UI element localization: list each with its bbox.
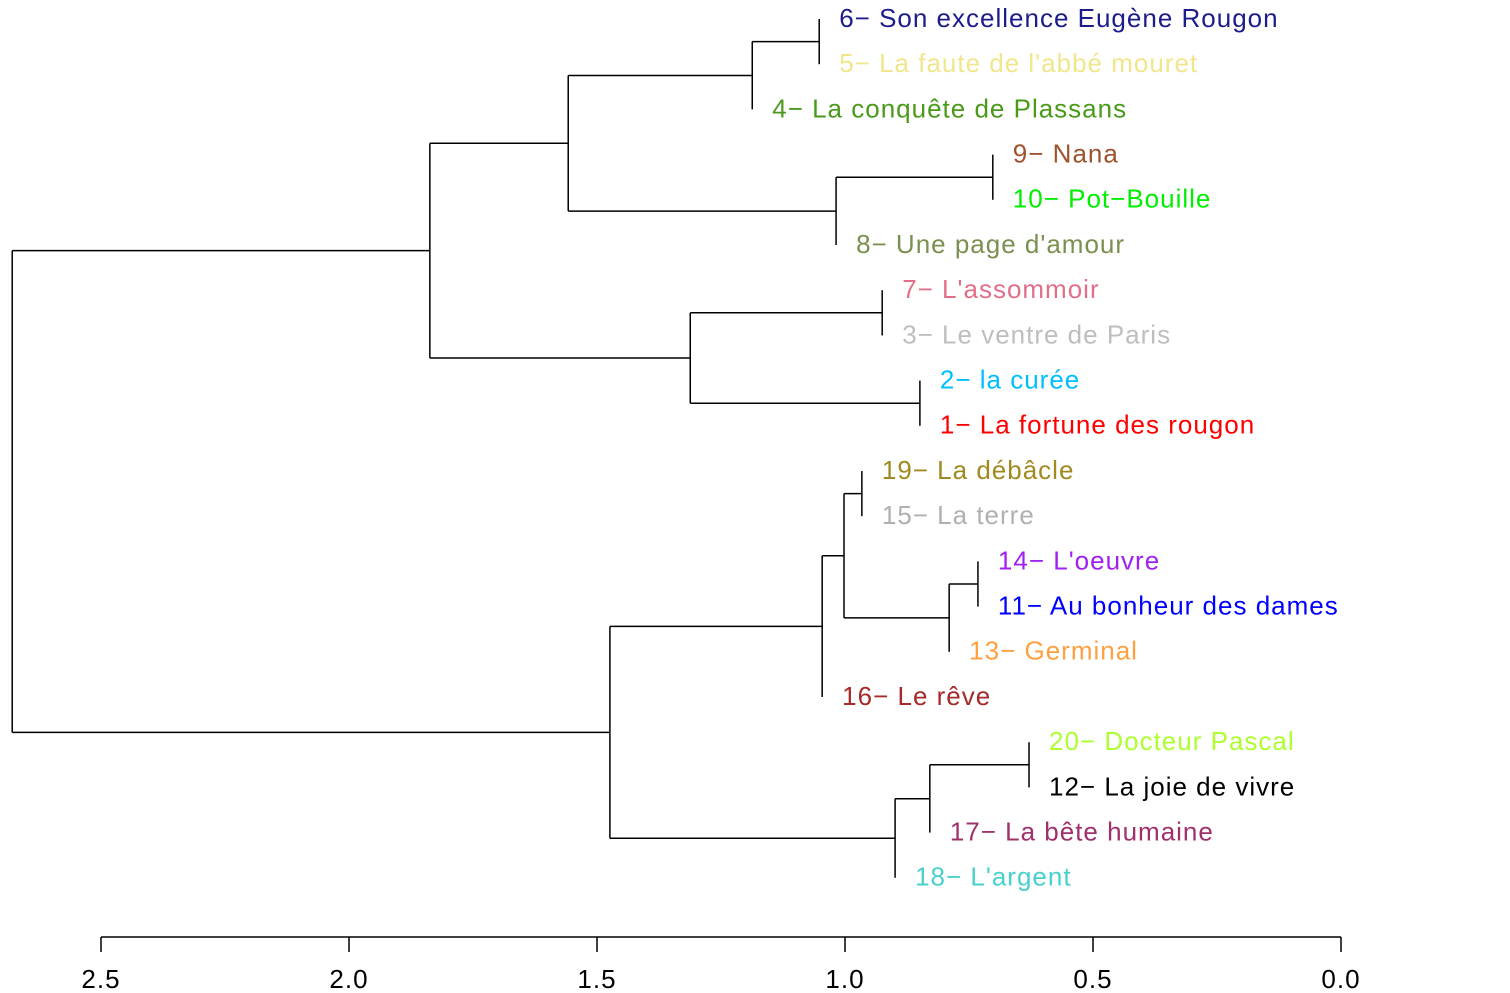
- leaf-label: 7− L'assommoir: [902, 274, 1099, 304]
- leaf-label: 12− La joie de vivre: [1049, 771, 1295, 801]
- x-tick-label: 2.0: [329, 964, 368, 993]
- leaf-label: 6− Son excellence Eugène Rougon: [839, 3, 1278, 33]
- leaf-label: 9− Nana: [1013, 138, 1119, 168]
- x-tick-label: 2.5: [81, 964, 120, 993]
- leaf-label: 11− Au bonheur des dames: [998, 590, 1339, 620]
- leaf-label: 8− Une page d'amour: [856, 229, 1125, 259]
- leaf-label: 13− Germinal: [969, 636, 1138, 666]
- leaf-label: 3− Le ventre de Paris: [902, 319, 1171, 349]
- leaf-label: 15− La terre: [882, 500, 1035, 530]
- leaf-label: 20− Docteur Pascal: [1049, 726, 1295, 756]
- x-tick-label: 1.5: [577, 964, 616, 993]
- leaf-label: 17− La bête humaine: [950, 816, 1214, 846]
- x-tick-label: 0.0: [1321, 964, 1360, 993]
- leaf-label: 18− L'argent: [915, 862, 1071, 892]
- leaf-label: 10− Pot−Bouille: [1013, 184, 1212, 214]
- x-tick-label: 0.5: [1073, 964, 1112, 993]
- leaf-label: 16− Le rêve: [842, 681, 991, 711]
- leaf-label: 2− la curée: [940, 364, 1080, 394]
- leaf-label: 1− La fortune des rougon: [940, 410, 1255, 440]
- leaf-label: 19− La débâcle: [882, 455, 1075, 485]
- leaf-label: 14− L'oeuvre: [998, 545, 1160, 575]
- leaf-label: 4− La conquête de Plassans: [772, 93, 1127, 123]
- leaf-label: 5− La faute de l'abbé mouret: [839, 48, 1198, 78]
- x-tick-label: 1.0: [825, 964, 864, 993]
